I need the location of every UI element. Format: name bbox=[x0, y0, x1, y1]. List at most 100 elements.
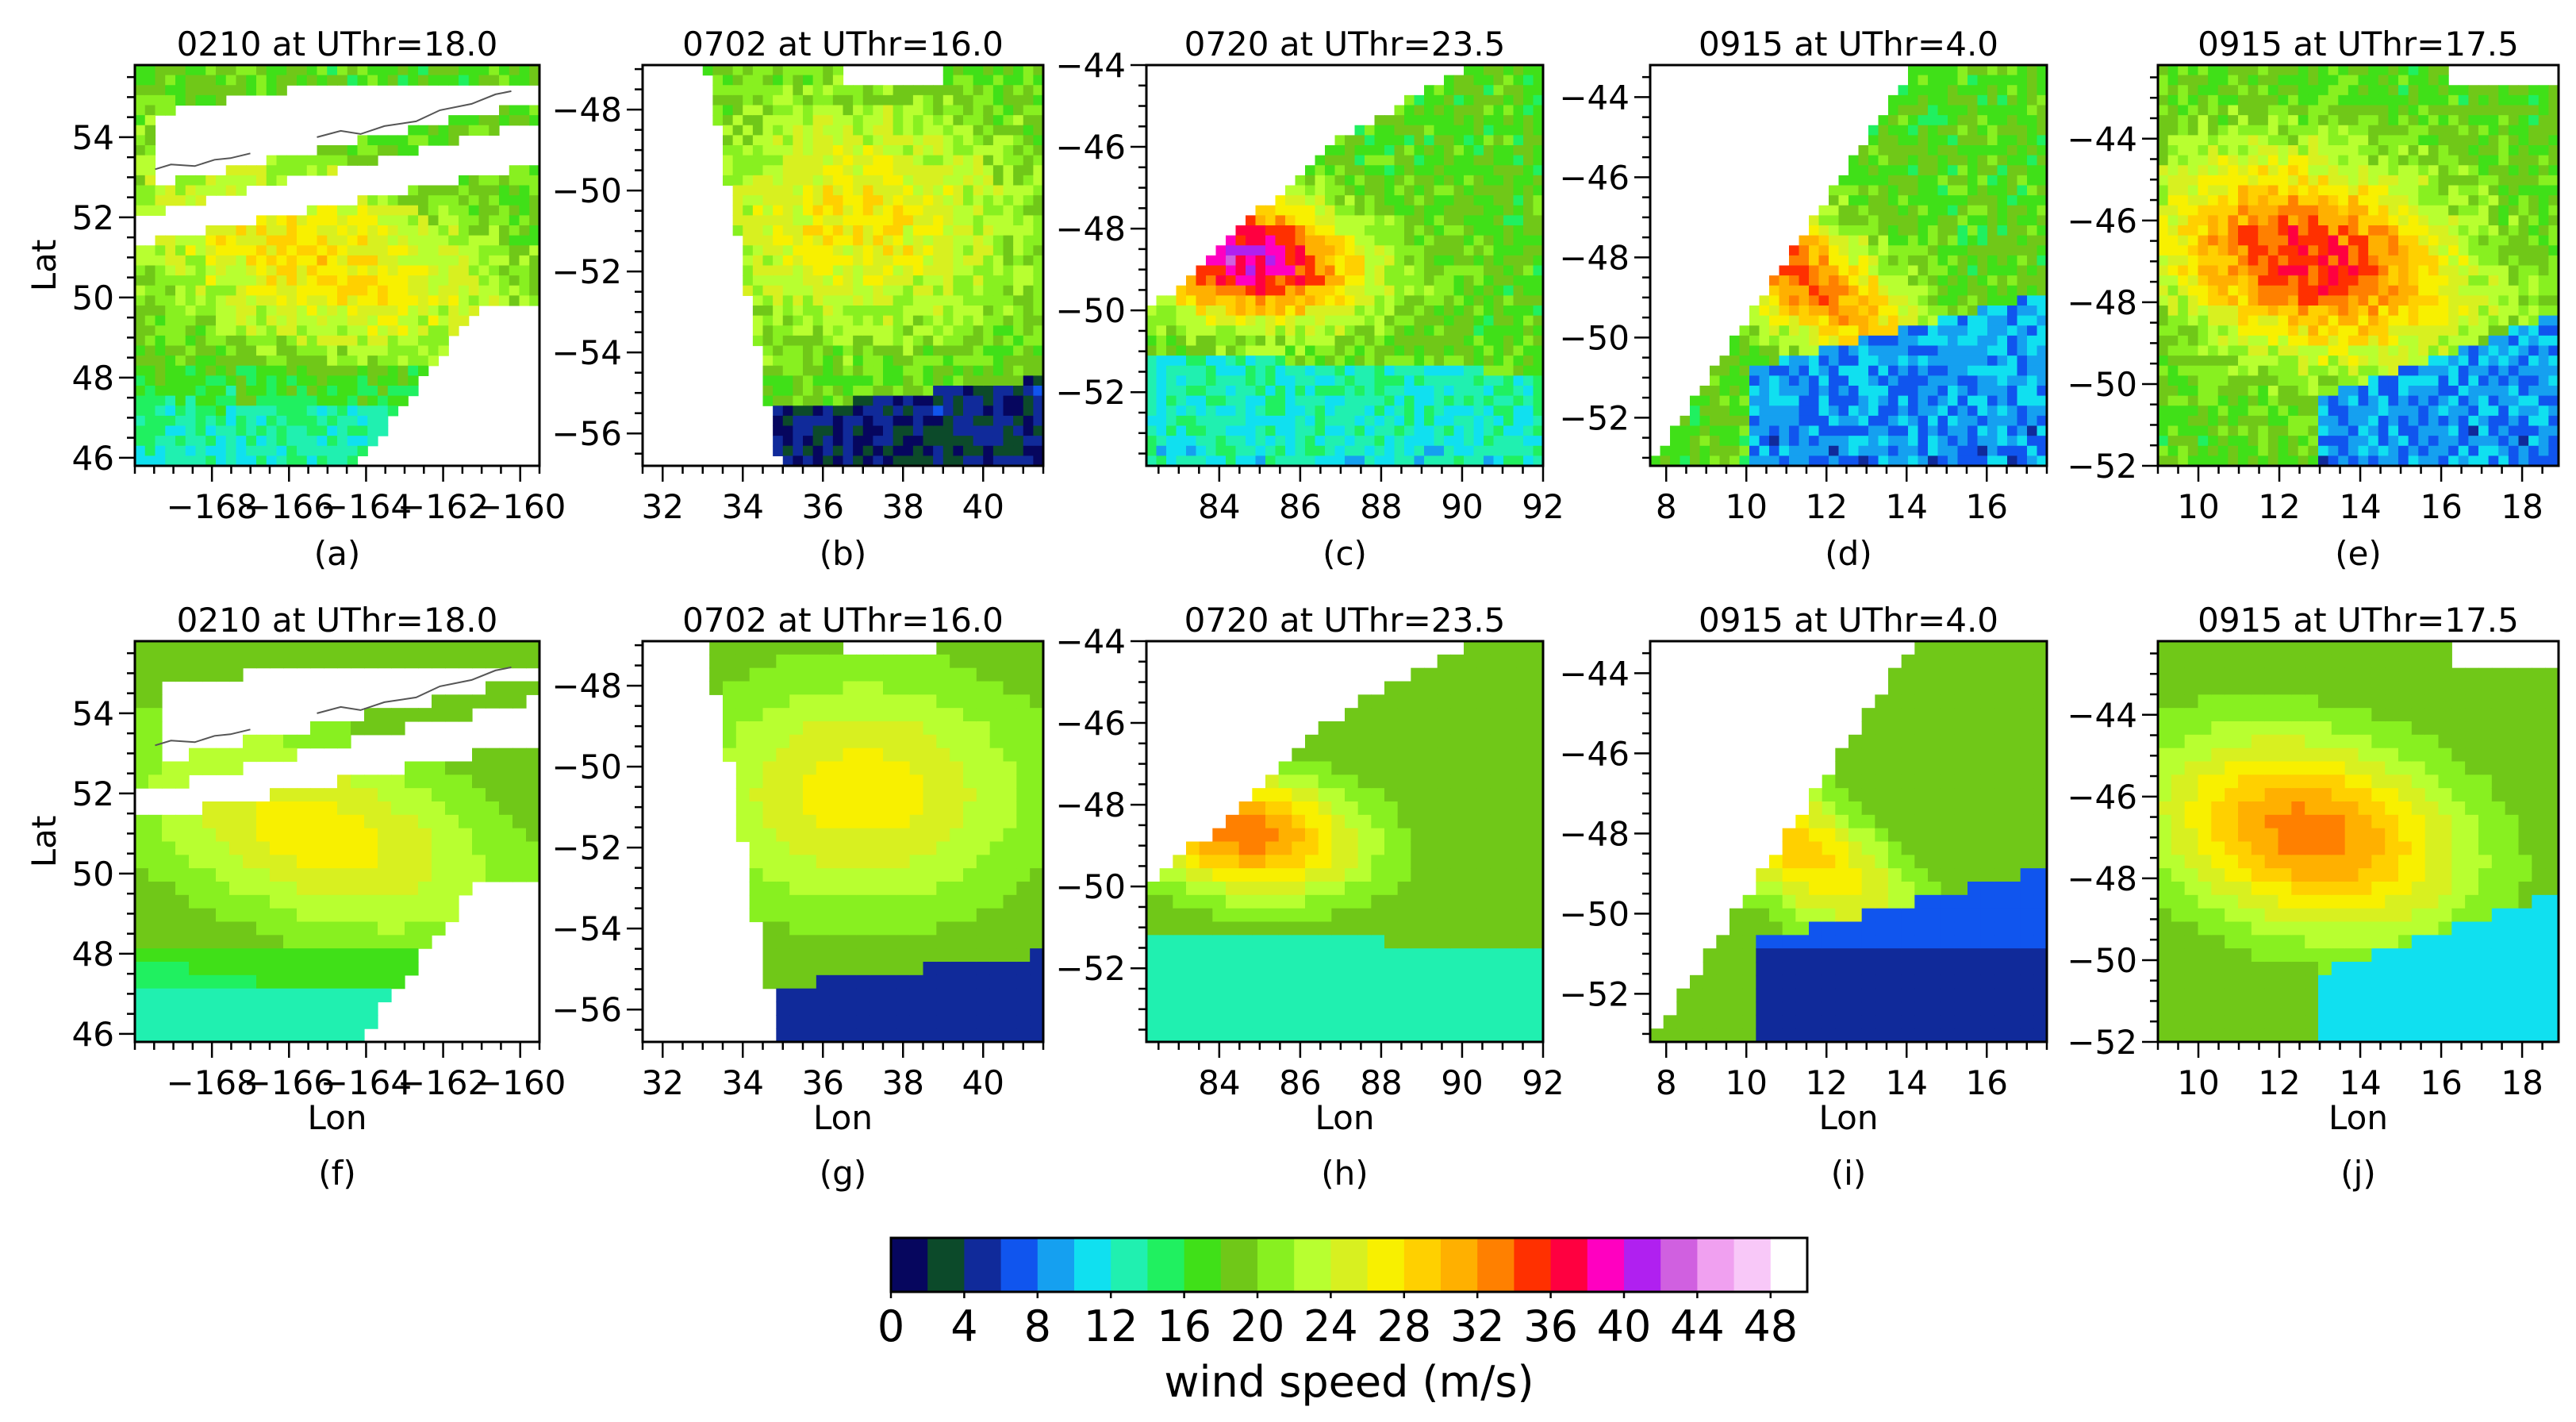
heatmap-cell bbox=[832, 155, 844, 166]
heatmap-cell bbox=[873, 285, 884, 296]
heatmap-cell bbox=[1789, 405, 1800, 417]
heatmap-cell bbox=[1729, 405, 1741, 417]
heatmap-cell bbox=[529, 285, 539, 296]
heatmap-cell bbox=[1424, 185, 1435, 196]
heatmap-cell bbox=[762, 295, 774, 306]
heatmap-cell bbox=[963, 235, 974, 246]
heatmap-cell bbox=[1888, 405, 1899, 417]
heatmap-cell bbox=[1838, 245, 1849, 256]
heatmap-cell bbox=[1325, 275, 1336, 286]
heatmap-cell bbox=[175, 255, 186, 267]
heatmap-cell bbox=[1275, 356, 1286, 367]
heatmap-cell bbox=[2158, 245, 2169, 256]
heatmap-cell bbox=[1809, 215, 1820, 226]
heatmap-cell bbox=[973, 436, 984, 447]
heatmap-cell bbox=[1898, 215, 1909, 226]
heatmap-cell bbox=[2178, 235, 2189, 246]
heatmap-cell bbox=[752, 145, 764, 156]
heatmap-cell bbox=[1003, 205, 1014, 216]
heatmap-cell bbox=[387, 306, 399, 317]
heatmap-cell bbox=[1493, 365, 1504, 376]
heatmap-cell bbox=[953, 175, 964, 186]
heatmap-cell bbox=[1305, 195, 1316, 206]
heatmap-cell bbox=[1334, 275, 1346, 286]
heatmap-cell bbox=[762, 105, 774, 116]
heatmap-cell bbox=[367, 436, 378, 447]
heatmap-cell bbox=[1513, 175, 1524, 186]
heatmap-cell bbox=[1285, 386, 1296, 397]
heatmap-cell bbox=[1444, 275, 1455, 286]
heatmap-cell bbox=[1957, 85, 1968, 96]
heatmap-cell bbox=[1246, 425, 1257, 436]
heatmap-cell bbox=[843, 405, 854, 417]
heatmap-cell bbox=[378, 75, 389, 86]
heatmap-cell bbox=[2007, 185, 2018, 196]
heatmap-cell bbox=[1818, 255, 1829, 267]
heatmap-cell bbox=[793, 395, 804, 406]
heatmap-cell bbox=[1868, 135, 1879, 146]
heatmap-cell bbox=[862, 425, 873, 436]
heatmap-cell bbox=[246, 225, 257, 236]
heatmap-cell bbox=[773, 335, 784, 347]
heatmap-cell bbox=[1414, 275, 1425, 286]
heatmap-cell bbox=[883, 235, 894, 246]
heatmap-cell bbox=[1987, 306, 1998, 317]
heatmap-cell bbox=[216, 235, 227, 246]
heatmap-cell bbox=[1354, 386, 1365, 397]
heatmap-cell bbox=[1334, 255, 1346, 267]
heatmap-cell bbox=[793, 455, 804, 466]
heatmap-cell bbox=[1365, 225, 1376, 236]
heatmap-cell bbox=[1305, 415, 1316, 427]
heatmap-cell bbox=[135, 65, 146, 76]
heatmap-cell bbox=[873, 235, 884, 246]
heatmap-cell bbox=[1275, 335, 1286, 347]
heatmap-cell bbox=[883, 395, 894, 406]
heatmap-cell bbox=[327, 356, 338, 367]
heatmap-cell bbox=[933, 255, 944, 267]
heatmap-cell bbox=[983, 245, 994, 256]
heatmap-cell bbox=[1265, 235, 1276, 246]
heatmap-cell bbox=[135, 436, 146, 447]
heatmap-cell bbox=[1888, 105, 1899, 116]
heatmap-cell bbox=[499, 295, 510, 306]
heatmap-cell bbox=[1003, 345, 1014, 356]
heatmap-cell bbox=[1424, 245, 1435, 256]
heatmap-cell bbox=[963, 405, 974, 417]
heatmap-cell bbox=[1533, 185, 1543, 196]
heatmap-cell bbox=[1394, 315, 1405, 326]
heatmap-cell bbox=[1464, 386, 1475, 397]
heatmap-cell bbox=[2007, 135, 2018, 146]
heatmap-cell bbox=[1997, 425, 2008, 436]
heatmap-cell bbox=[803, 85, 814, 96]
heatmap-cell bbox=[337, 255, 348, 267]
heatmap-cell bbox=[428, 306, 440, 317]
heatmap-cell bbox=[216, 415, 227, 427]
heatmap-cell bbox=[992, 395, 1004, 406]
heatmap-cell bbox=[793, 335, 804, 347]
heatmap-cell bbox=[367, 135, 378, 146]
heatmap-cell bbox=[459, 275, 470, 286]
heatmap-cell bbox=[942, 285, 954, 296]
heatmap-cell bbox=[1176, 295, 1187, 306]
heatmap-cell bbox=[1013, 285, 1024, 296]
heatmap-cell bbox=[983, 445, 994, 456]
heatmap-cell bbox=[923, 125, 934, 136]
heatmap-cell bbox=[1968, 386, 1979, 397]
heatmap-cell bbox=[873, 325, 884, 336]
heatmap-cell bbox=[1334, 175, 1346, 186]
heatmap-cell bbox=[1948, 455, 1959, 466]
heatmap-cell bbox=[903, 85, 914, 96]
heatmap-cell bbox=[953, 365, 964, 376]
heatmap-cell bbox=[155, 275, 166, 286]
heatmap-cell bbox=[1829, 225, 1840, 236]
heatmap-cell bbox=[1246, 356, 1257, 367]
heatmap-cell bbox=[2007, 365, 2018, 376]
heatmap-cell bbox=[1003, 195, 1014, 206]
heatmap-cell bbox=[1394, 205, 1405, 216]
heatmap-cell bbox=[812, 325, 823, 336]
heatmap-cell bbox=[812, 135, 823, 146]
heatmap-cell bbox=[873, 245, 884, 256]
heatmap-cell bbox=[1729, 375, 1741, 386]
heatmap-cell bbox=[438, 345, 449, 356]
heatmap-cell bbox=[1898, 175, 1909, 186]
